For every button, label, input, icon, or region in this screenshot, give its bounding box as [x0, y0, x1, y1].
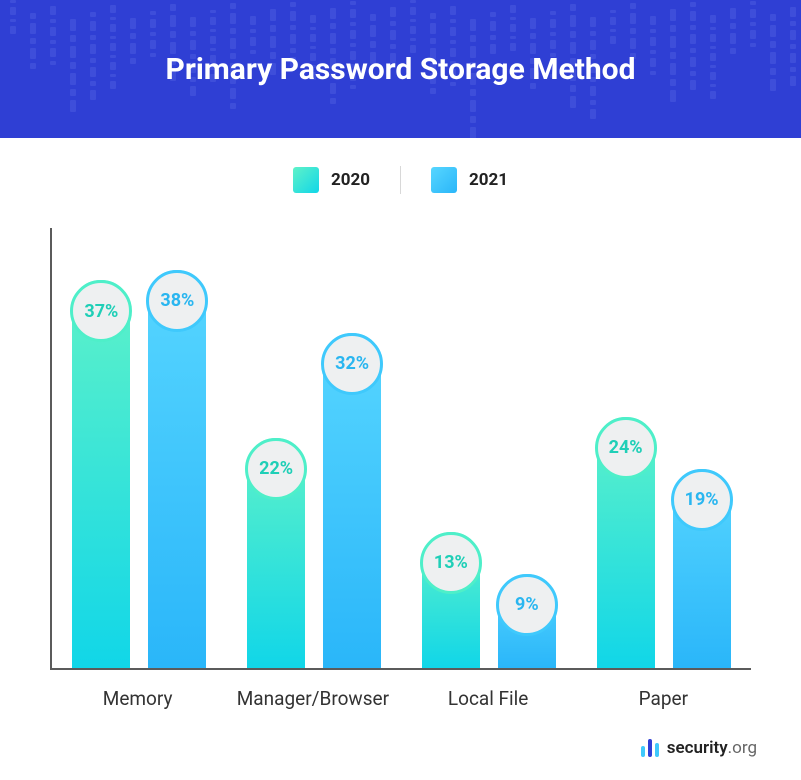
bar: 19%	[673, 469, 731, 668]
bar: 9%	[498, 574, 556, 668]
chart-area: 2020 2021 37%38%22%32%13%9%24%19% Memory…	[0, 138, 801, 780]
logo-text: security.org	[667, 738, 757, 758]
logo-bars-icon	[641, 739, 659, 757]
bar-groups: 37%38%22%32%13%9%24%19%	[52, 228, 751, 668]
footer-logo: security.org	[641, 738, 757, 758]
x-axis-label: Local File	[401, 687, 576, 710]
x-axis-label: Memory	[50, 687, 225, 710]
chart-header: Primary Password Storage Method	[0, 0, 801, 138]
value-bubble: 13%	[420, 532, 482, 594]
bar: 38%	[148, 270, 206, 668]
chart-title: Primary Password Storage Method	[166, 52, 636, 87]
value-bubble: 32%	[321, 333, 383, 395]
logo-brand: security	[667, 738, 728, 758]
value-bubble: 24%	[595, 417, 657, 479]
bar: 13%	[422, 532, 480, 668]
bar-group: 22%32%	[227, 228, 402, 668]
legend-label-2021: 2021	[469, 170, 508, 190]
bar-group: 37%38%	[52, 228, 227, 668]
legend-item-2021: 2021	[401, 167, 538, 193]
x-axis-label: Paper	[576, 687, 751, 710]
bar: 22%	[247, 438, 305, 668]
legend-item-2020: 2020	[263, 167, 400, 193]
x-axis-labels: MemoryManager/BrowserLocal FilePaper	[50, 687, 751, 710]
value-bubble: 37%	[70, 280, 132, 342]
legend-label-2020: 2020	[331, 170, 370, 190]
legend: 2020 2021	[0, 166, 801, 194]
plot-region: 37%38%22%32%13%9%24%19%	[50, 228, 751, 670]
x-axis-label: Manager/Browser	[225, 687, 400, 710]
value-bubble: 19%	[671, 469, 733, 531]
bar: 37%	[72, 280, 130, 668]
legend-swatch-2020	[293, 167, 319, 193]
bar-group: 24%19%	[576, 228, 751, 668]
legend-swatch-2021	[431, 167, 457, 193]
bar: 32%	[323, 333, 381, 668]
value-bubble: 38%	[146, 270, 208, 332]
value-bubble: 9%	[496, 574, 558, 636]
logo-ext: .org	[728, 738, 757, 758]
bar-group: 13%9%	[402, 228, 577, 668]
bar: 24%	[597, 417, 655, 668]
value-bubble: 22%	[245, 438, 307, 500]
